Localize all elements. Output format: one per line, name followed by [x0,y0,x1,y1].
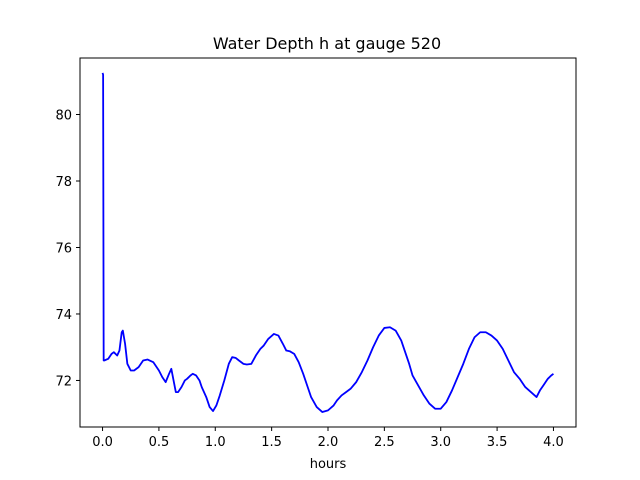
y-tick-label: 76 [55,241,72,256]
x-axis-label: hours [310,457,347,472]
x-tick-label: 1.0 [205,435,226,450]
x-axis: 0.0 0.5 1.0 1.5 2.0 2.5 3.0 3.5 4.0 [92,427,564,450]
x-tick-label: 0.0 [92,435,113,450]
series-line-0 [101,72,554,413]
y-axis: 72 74 76 78 80 [55,109,80,389]
chart-title: Water Depth h at gauge 520 [213,34,441,53]
plot-area [101,72,554,413]
x-tick-label: 4.0 [543,435,564,450]
y-tick-label: 80 [55,109,72,124]
plot-frame [79,57,577,428]
x-tick-label: 1.5 [261,435,282,450]
x-tick-label: 0.5 [149,435,170,450]
y-tick-label: 72 [55,374,72,389]
x-tick-label: 2.0 [318,435,339,450]
x-tick-label: 3.0 [430,435,451,450]
x-tick-label: 3.5 [487,435,508,450]
y-tick-label: 74 [55,308,72,323]
x-tick-label: 2.5 [374,435,395,450]
y-tick-label: 78 [55,175,72,190]
